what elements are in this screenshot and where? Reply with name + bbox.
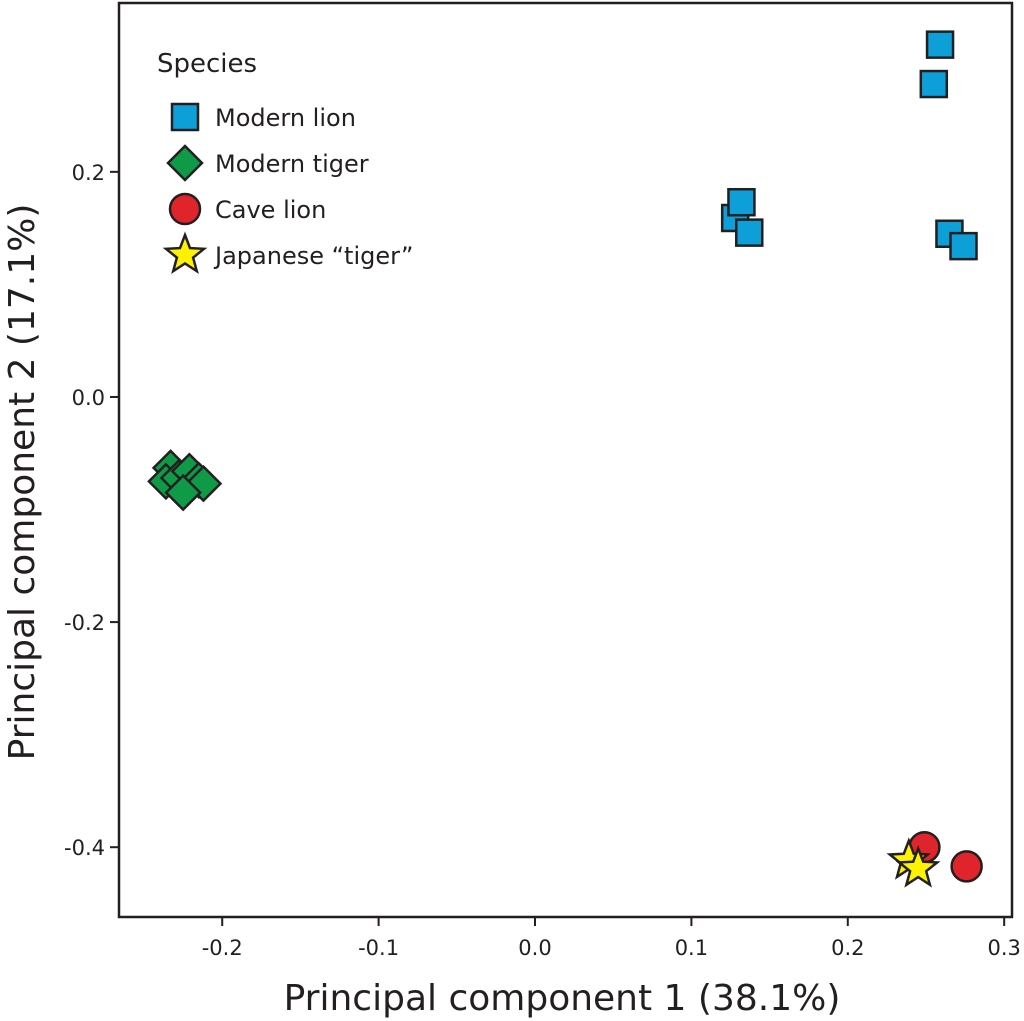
legend-marker-modern-tiger xyxy=(166,144,204,182)
legend-marker-cave-lion xyxy=(168,192,202,226)
modern-lion-point xyxy=(735,218,764,247)
modern-lion-point xyxy=(925,30,955,59)
legend-marker-modern-lion xyxy=(170,102,200,132)
legend-label-modern-tiger: Modern tiger xyxy=(215,150,369,178)
x-axis: -0.2 -0.1 0.0 0.1 0.2 0.3 xyxy=(202,917,1021,960)
y-axis: 0.2 0.0 -0.2 -0.4 xyxy=(64,161,119,860)
japanese-tiger-point xyxy=(895,845,941,888)
y-tick-label: -0.4 xyxy=(64,836,105,860)
modern-lion-point xyxy=(727,187,756,217)
cave-lion-point xyxy=(950,850,983,883)
plot-frame xyxy=(117,1,1014,919)
x-tick-label: 0.0 xyxy=(518,936,551,960)
legend-title: Species xyxy=(157,49,257,79)
modern-tiger-point xyxy=(164,473,202,512)
y-tick-label: 0.2 xyxy=(72,161,105,185)
y-tick-label: 0.0 xyxy=(72,386,105,410)
modern-lion-point xyxy=(949,231,978,261)
legend: Species Modern lion Modern tiger Cave lion… xyxy=(157,49,413,275)
y-tick-label: -0.2 xyxy=(64,611,105,635)
x-tick-label: 0.2 xyxy=(831,936,864,960)
x-tick-label: 0.1 xyxy=(675,936,708,960)
x-tick-label: 0.3 xyxy=(987,936,1020,960)
legend-marker-japanese-tiger xyxy=(162,231,208,275)
y-axis-title: Principal component 2 (17.1%) xyxy=(2,204,43,761)
data-points xyxy=(147,30,983,888)
legend-label-japanese-tiger: Japanese “tiger” xyxy=(213,242,413,270)
legend-label-modern-lion: Modern lion xyxy=(215,104,356,132)
legend-label-cave-lion: Cave lion xyxy=(215,196,326,224)
x-axis-title: Principal component 1 (38.1%) xyxy=(284,978,841,1019)
modern-lion-point xyxy=(919,69,949,99)
x-tick-label: -0.2 xyxy=(202,936,243,960)
x-tick-label: -0.1 xyxy=(358,936,399,960)
